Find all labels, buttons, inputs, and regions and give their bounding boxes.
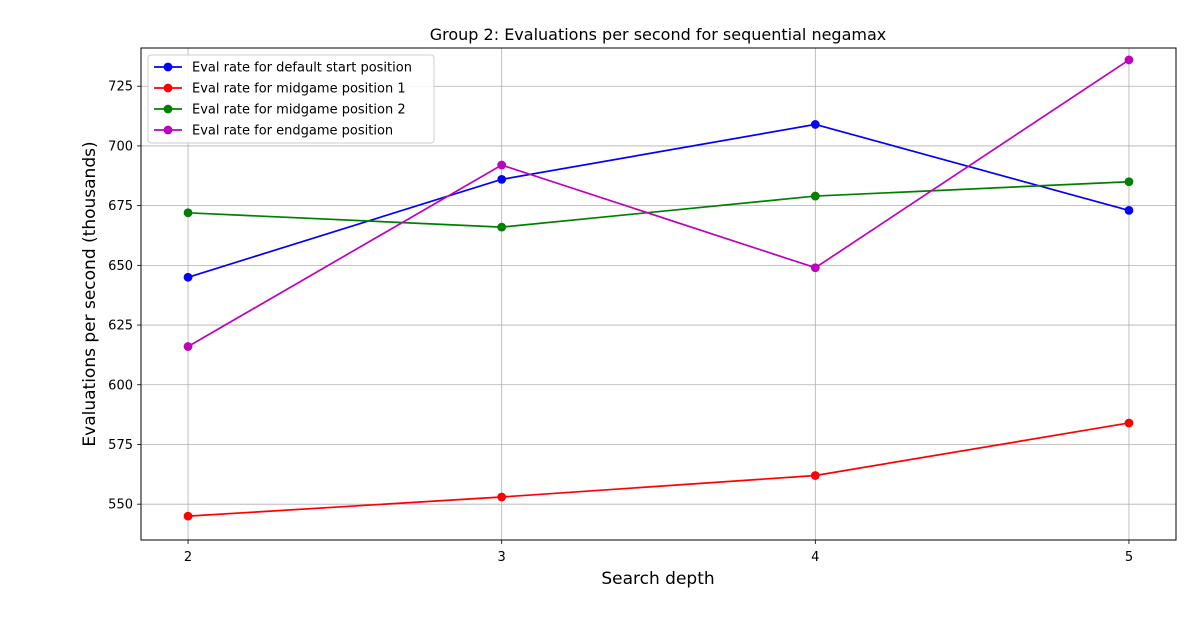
data-point [497, 174, 507, 184]
x-tick-label: 5 [1125, 550, 1133, 565]
y-tick-label: 575 [108, 438, 133, 453]
data-point [183, 272, 193, 282]
data-point [497, 222, 507, 232]
data-point [1124, 206, 1134, 215]
x-tick-label: 2 [184, 550, 192, 565]
series-1 [183, 120, 1134, 282]
data-point [497, 160, 507, 170]
data-point [1124, 177, 1134, 187]
series-layer [183, 55, 1134, 521]
legend-label: Eval rate for default start position [192, 61, 412, 76]
series-line [187, 123, 1130, 279]
y-tick-label: 650 [108, 259, 133, 274]
y-tick-label: 675 [108, 199, 133, 214]
y-tick-label: 700 [108, 139, 133, 154]
data-point [183, 511, 193, 521]
data-point [810, 191, 820, 201]
data-point [1124, 418, 1134, 428]
legend-swatch-marker [163, 62, 173, 72]
data-point [183, 208, 193, 218]
series-line [187, 59, 1130, 348]
series-line [188, 180, 1129, 228]
data-point [183, 342, 193, 351]
plot-area-frame [140, 47, 1177, 541]
series-3 [183, 177, 1134, 232]
legend-swatch-marker [163, 83, 173, 93]
y-axis-title: Evaluations per second (thousands) [80, 141, 100, 446]
y-tick-label: 625 [108, 319, 133, 334]
x-axis-title: Search depth [601, 569, 714, 589]
legend-item: Eval rate for default start position [154, 61, 412, 76]
legend-item: Eval rate for midgame position 1 [154, 82, 406, 97]
data-point [810, 471, 820, 480]
y-tick-label: 600 [108, 378, 133, 393]
chart-title: Group 2: Evaluations per second for sequ… [430, 25, 887, 44]
legend-label: Eval rate for midgame position 1 [192, 82, 406, 97]
data-point [810, 120, 820, 129]
legend-item: Eval rate for midgame position 2 [154, 103, 406, 118]
series-line [187, 422, 1130, 517]
series-2 [183, 418, 1134, 521]
y-tick-label: 725 [108, 80, 133, 95]
data-point [497, 492, 507, 502]
legend-box [147, 54, 435, 144]
legend-swatch-marker [163, 104, 173, 114]
legend: Eval rate for default start position Eval… [147, 54, 435, 144]
data-point [810, 263, 820, 273]
x-tick-label: 3 [498, 550, 506, 565]
series-4 [183, 55, 1134, 351]
legend-item: Eval rate for endgame position [154, 124, 393, 139]
x-tick-label: 4 [811, 550, 819, 565]
legend-label: Eval rate for endgame position [192, 124, 393, 139]
legend-label: Eval rate for midgame position 2 [192, 103, 406, 118]
data-point [1124, 55, 1134, 65]
legend-swatch-marker [163, 125, 173, 135]
y-tick-label: 550 [108, 498, 133, 513]
axis-ticks: 2 3 4 5 550 575 600 625 650 675 700 725 [108, 80, 1133, 565]
